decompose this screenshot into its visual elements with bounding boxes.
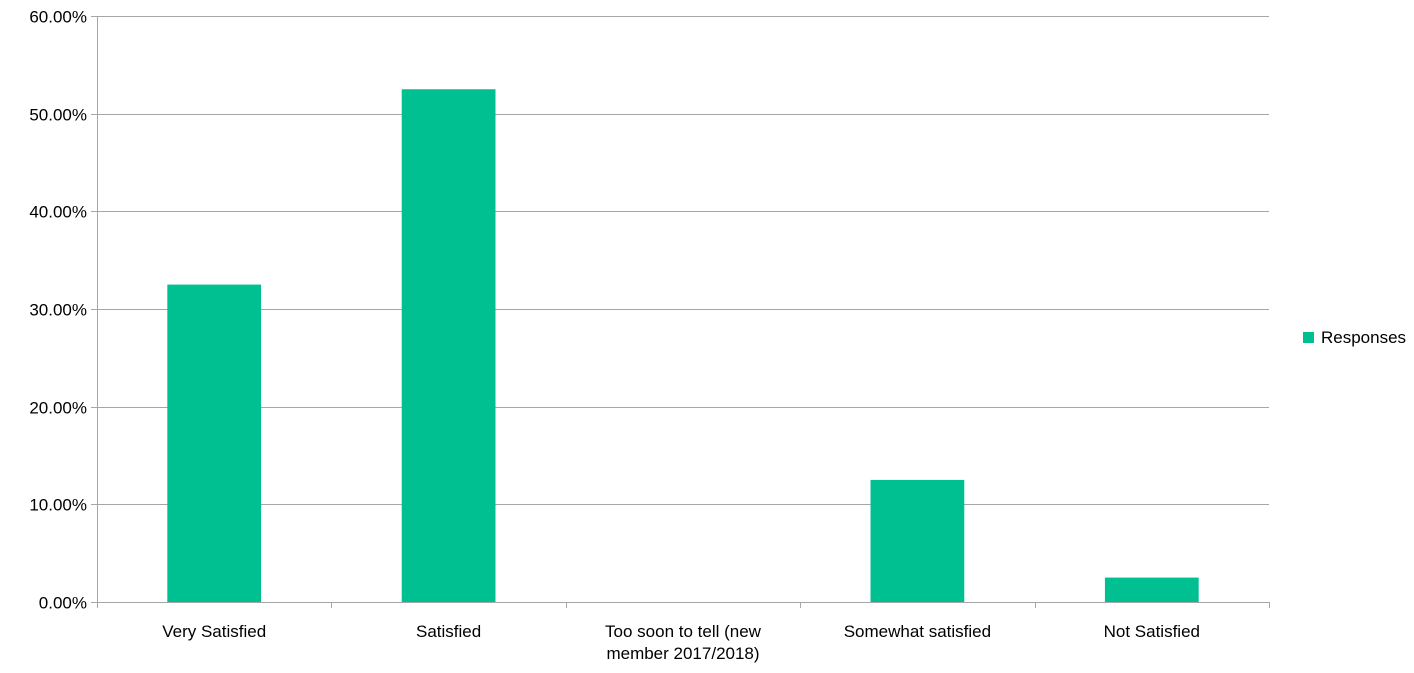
x-category-label: Somewhat satisfied (844, 622, 991, 641)
legend-label: Responses (1321, 328, 1406, 347)
x-category-label: Too soon to tell (new member 2017/2018) (605, 622, 762, 663)
bar (401, 89, 496, 602)
bar (167, 284, 262, 602)
axis-labels: 0.00% 10.00% 20.00% 30.00% 40.00% 50.00% 60.00… (29, 8, 1200, 664)
gridlines (97, 16, 1269, 505)
y-tick-label: 10.00% (29, 496, 87, 515)
x-category-label: Satisfied (416, 622, 481, 641)
x-category-label-line: Very Satisfied (162, 622, 266, 641)
y-tick-label: 30.00% (29, 301, 87, 320)
y-tick-label: 20.00% (29, 399, 87, 418)
x-category-label: Not Satisfied (1104, 622, 1200, 641)
y-tick-label: 60.00% (29, 8, 87, 27)
x-category-label-line: Somewhat satisfied (844, 622, 991, 641)
bars (167, 89, 1199, 602)
x-category-label-line: Too soon to tell (new (605, 622, 762, 641)
x-category-label-line: member 2017/2018) (606, 644, 759, 663)
y-tick-label: 50.00% (29, 106, 87, 125)
x-category-label: Very Satisfied (162, 622, 266, 641)
bar (1104, 577, 1199, 602)
x-category-label-line: Not Satisfied (1104, 622, 1200, 641)
bar (870, 479, 965, 602)
y-tick-label: 40.00% (29, 203, 87, 222)
legend: Responses (1303, 328, 1406, 347)
axes (91, 16, 1270, 608)
y-tick-label: 0.00% (39, 594, 87, 613)
legend-swatch (1303, 332, 1314, 343)
x-category-label-line: Satisfied (416, 622, 481, 641)
